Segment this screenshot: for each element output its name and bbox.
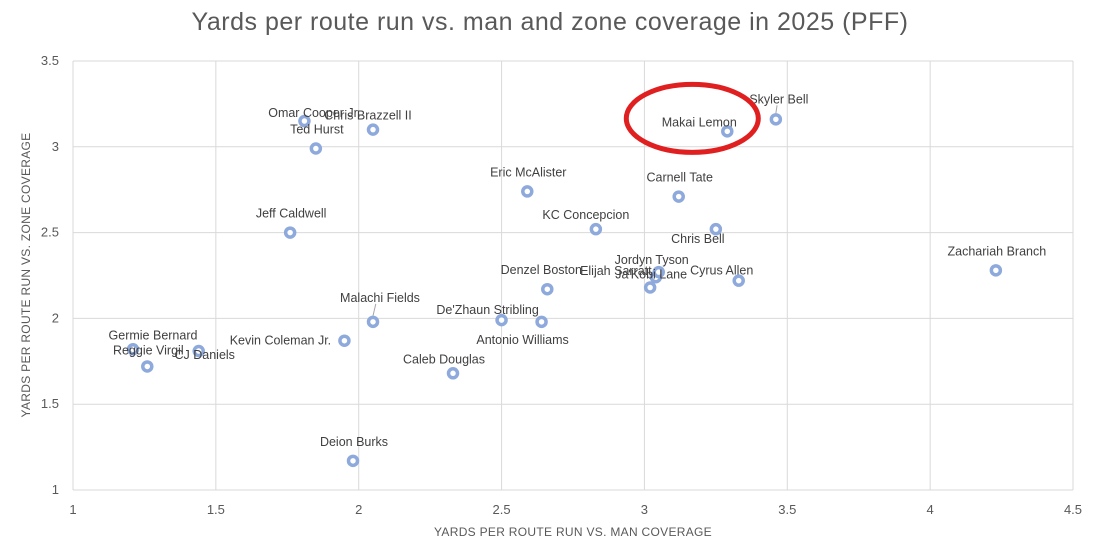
x-tick-label: 4 (927, 502, 934, 517)
y-axis-ticks: 1 1.5 2 2.5 3 3.5 (41, 53, 59, 497)
y-tick-label: 1 (52, 482, 59, 497)
leader-line (775, 105, 778, 114)
chart-title: Yards per route run vs. man and zone cov… (191, 8, 909, 36)
point-malachi-fields (366, 315, 380, 329)
point-reggie-virgil (141, 360, 154, 373)
x-axis-title: YARDS PER ROUTE RUN VS. MAN COVERAGE (434, 525, 712, 539)
label-carnell-tate: Carnell Tate (646, 171, 713, 185)
label-omar-cooper-jr: Omar Cooper Jr. (268, 106, 360, 120)
y-tick-label: 1.5 (41, 396, 59, 411)
label-deion-burks: Deion Burks (320, 435, 388, 449)
label-chris-brazzell-ii: Chris Brazzell II (324, 109, 412, 123)
data-points (126, 113, 1003, 468)
label-makai-lemon: Makai Lemon (662, 115, 737, 129)
point-kc-concepcion (589, 222, 603, 236)
x-axis-ticks: 1 1.5 2 2.5 3 3.5 4 4.5 (69, 502, 1082, 517)
point-cyrus-allen (732, 274, 745, 287)
point-cj-daniels (192, 344, 205, 358)
y-tick-label: 2 (52, 310, 59, 325)
point-jordyn-tyson (652, 265, 665, 279)
label-ja-kobi-lane: Ja'Kobi Lane (615, 268, 687, 282)
point-ja-kobi-lane (643, 281, 657, 294)
point-eric-mcalister (521, 185, 534, 198)
point-zachariah-branch (989, 264, 1003, 277)
point-chris-bell (709, 222, 723, 236)
label-cj-daniels: CJ Daniels (174, 348, 234, 362)
y-tick-label: 3 (52, 139, 59, 154)
highlight-ellipse (623, 81, 761, 155)
point-antonio-williams (535, 315, 548, 329)
point-deion-burks (346, 454, 360, 468)
label-de-zhaun-stribling: De'Zhaun Stribling (436, 303, 538, 317)
point-caleb-douglas (446, 367, 460, 380)
label-zachariah-branch: Zachariah Branch (948, 244, 1047, 258)
y-axis-title: YARDS PER ROUTE RUN VS. ZONE COVERAGE (19, 133, 33, 418)
point-skyler-bell (769, 113, 783, 126)
gridlines (72, 60, 1074, 491)
label-germie-bernard: Germie Bernard (109, 328, 198, 342)
label-elijah-sarratt: Elijah Sarratt (580, 264, 652, 278)
x-tick-label: 2 (355, 502, 362, 517)
label-jeff-caldwell: Jeff Caldwell (256, 207, 327, 221)
x-tick-label: 4.5 (1064, 502, 1082, 517)
label-ted-hurst: Ted Hurst (290, 123, 344, 137)
label-eric-mcalister: Eric McAlister (490, 165, 566, 179)
label-caleb-douglas: Caleb Douglas (403, 352, 485, 366)
point-carnell-tate (672, 190, 685, 203)
x-tick-label: 1.5 (207, 502, 225, 517)
point-de-zhaun-stribling (495, 313, 508, 327)
label-skyler-bell: Skyler Bell (749, 92, 808, 106)
y-tick-label: 2.5 (41, 225, 59, 240)
x-tick-label: 1 (69, 502, 76, 517)
x-tick-label: 2.5 (493, 502, 511, 517)
label-cyrus-allen: Cyrus Allen (690, 264, 753, 278)
point-germie-bernard (126, 343, 140, 356)
point-chris-brazzell-ii (366, 123, 380, 136)
x-tick-label: 3.5 (778, 502, 796, 517)
y-tick-label: 3.5 (41, 53, 59, 68)
point-denzel-boston (541, 282, 554, 296)
point-omar-cooper-jr (298, 114, 311, 128)
point-ted-hurst (309, 142, 323, 155)
label-jordyn-tyson: Jordyn Tyson (615, 253, 689, 267)
leader-line (372, 303, 377, 316)
label-antonio-williams: Antonio Williams (476, 333, 568, 347)
label-kc-concepcion: KC Concepcion (542, 208, 629, 222)
label-kevin-coleman-jr: Kevin Coleman Jr. (230, 334, 331, 348)
label-chris-bell: Chris Bell (671, 232, 725, 246)
label-denzel-boston: Denzel Boston (501, 263, 582, 277)
point-jeff-caldwell (283, 226, 297, 239)
point-kevin-coleman-jr (338, 334, 351, 347)
x-tick-label: 3 (641, 502, 648, 517)
label-reggie-virgil: Reggie Virgil (113, 343, 184, 357)
point-makai-lemon (721, 125, 734, 138)
label-malachi-fields: Malachi Fields (340, 291, 420, 305)
